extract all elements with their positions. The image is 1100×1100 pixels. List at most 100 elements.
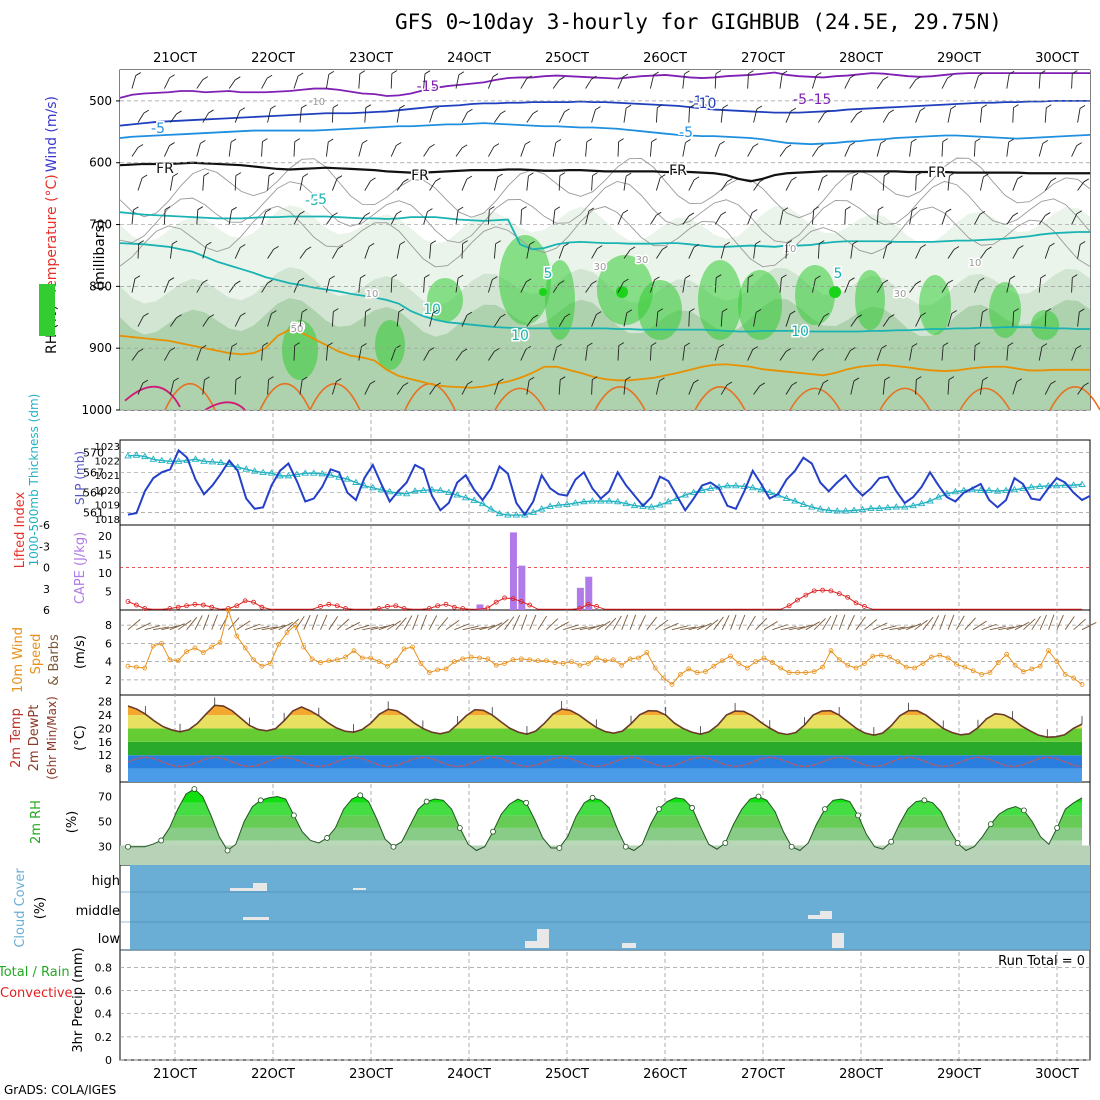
contour-label: -5	[305, 193, 319, 209]
wind-barb-flag	[654, 276, 660, 281]
wind-barb	[261, 78, 268, 89]
temp-tick-label: 20	[98, 722, 112, 735]
wind10m-barb	[1014, 621, 1030, 631]
thickness-point	[892, 503, 901, 510]
wind-barb	[682, 215, 690, 225]
temp-fill-group	[128, 705, 1082, 782]
wind-barb-flag	[719, 140, 725, 145]
lifted-index-point	[845, 594, 851, 600]
slp-tick-label: 1020	[95, 486, 120, 497]
contour-label: -10	[689, 94, 712, 110]
wind10m-speed-point	[577, 662, 583, 668]
wind-barb	[429, 180, 436, 191]
wind10m-barb	[964, 617, 976, 630]
wind-barb	[552, 142, 557, 157]
wind10m-barb	[236, 620, 251, 631]
wind-barb-flag	[878, 206, 884, 211]
wind-barb	[947, 379, 950, 395]
contour-label: -15	[417, 79, 440, 95]
precip-tick-label: 0.2	[95, 1031, 113, 1044]
lifted-index-point	[510, 596, 516, 602]
wind-barb	[941, 141, 944, 157]
cloud-background	[130, 865, 1090, 950]
lifted-index-point	[527, 602, 533, 608]
lifted-index-point	[401, 606, 407, 611]
wind10m-speed-point	[636, 655, 641, 661]
wind10m-barb	[654, 619, 669, 631]
wind-barb	[299, 312, 303, 327]
lifted-index-point	[133, 602, 139, 608]
wind10m-barb	[437, 617, 449, 630]
thickness-point	[596, 497, 605, 504]
wind-barb	[169, 176, 174, 191]
wind-barb	[1012, 311, 1015, 327]
wind-barb	[390, 145, 397, 157]
thickness-point	[748, 483, 757, 491]
thickness-point	[470, 496, 478, 503]
panel-frame-wind	[119, 609, 1091, 696]
thickness-point	[909, 501, 917, 509]
wind-barb	[882, 175, 885, 191]
thickness-point	[1078, 480, 1086, 487]
wind-barb-flag	[403, 382, 409, 387]
wind10m-barb	[688, 625, 705, 631]
wind-barb-flag	[141, 174, 148, 179]
wind10m-barb	[914, 619, 928, 631]
wind10m-barb	[495, 619, 509, 631]
thickness-point	[309, 469, 318, 476]
wind-barb-flag	[494, 348, 500, 352]
lifted-index-point	[585, 601, 591, 607]
rh-moist-area	[795, 265, 835, 325]
wind-barb-flag	[365, 104, 372, 109]
wind-barb	[169, 243, 173, 259]
thickness-point	[478, 499, 487, 507]
wind10m-speed-point	[945, 655, 951, 661]
thickness-point	[850, 506, 858, 513]
thickness-point	[698, 486, 706, 493]
wind-barb-flag	[138, 240, 145, 245]
wind-barb	[163, 77, 171, 89]
rh2m-point	[257, 797, 264, 804]
wind-barb	[331, 178, 338, 191]
rh2m-point	[423, 798, 430, 805]
thickness-point	[985, 486, 993, 493]
wind-barb	[779, 277, 782, 293]
thickness-point	[816, 505, 825, 512]
wind10m-speed-point	[234, 633, 240, 639]
wind-barb	[623, 176, 627, 191]
thickness-point	[318, 469, 326, 477]
wind10m-speed-point	[928, 654, 934, 660]
wind-barb-flag	[986, 246, 992, 251]
lifted-index-point	[460, 606, 466, 611]
wind-barb	[552, 209, 556, 225]
date-tick-bottom: 29OCT	[937, 1067, 981, 1082]
wind-barb	[882, 245, 888, 259]
wind-barb-flag	[587, 342, 593, 347]
wind-barb-flag	[813, 206, 820, 211]
wind10m-speed-point	[426, 670, 432, 675]
lifted-index-point	[836, 591, 842, 597]
wind-barb	[688, 107, 690, 123]
temp-contour-25	[494, 387, 546, 411]
wind-barb-flag	[693, 244, 700, 248]
wind-barb	[979, 380, 984, 395]
wind10m-barb	[680, 626, 697, 631]
thickness-point	[132, 451, 141, 458]
wind10m-speed-line	[127, 608, 1083, 686]
wind-barb-flag	[265, 208, 271, 213]
wind-barb	[390, 73, 393, 89]
contour-label: -10	[309, 97, 325, 108]
wind-barb	[390, 348, 397, 361]
wind-barb	[396, 244, 401, 259]
wind-barb-flag	[852, 172, 859, 177]
temp-contour-25	[259, 382, 311, 411]
wind10m-barb	[571, 626, 588, 631]
wind-barb-flag	[947, 279, 954, 284]
wind10m-barb	[387, 620, 401, 631]
wind10m-speed-point	[259, 663, 265, 669]
contour-label: -5	[793, 92, 807, 108]
wind-barb-flag	[336, 378, 342, 383]
wind-barb-flag	[1041, 343, 1048, 348]
wind-barb-flag	[755, 240, 761, 245]
wind-barb	[817, 243, 820, 259]
